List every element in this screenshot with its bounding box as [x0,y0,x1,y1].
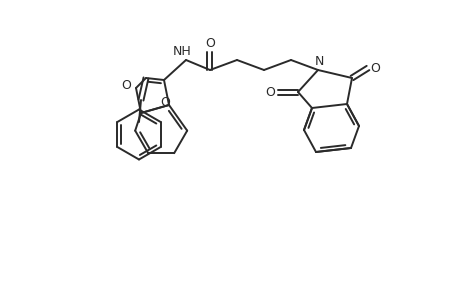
Text: O: O [160,95,169,109]
Text: O: O [264,85,274,98]
Text: O: O [121,79,131,92]
Text: O: O [205,37,214,50]
Text: N: N [313,55,323,68]
Text: O: O [369,61,379,74]
Text: NH: NH [172,44,191,58]
